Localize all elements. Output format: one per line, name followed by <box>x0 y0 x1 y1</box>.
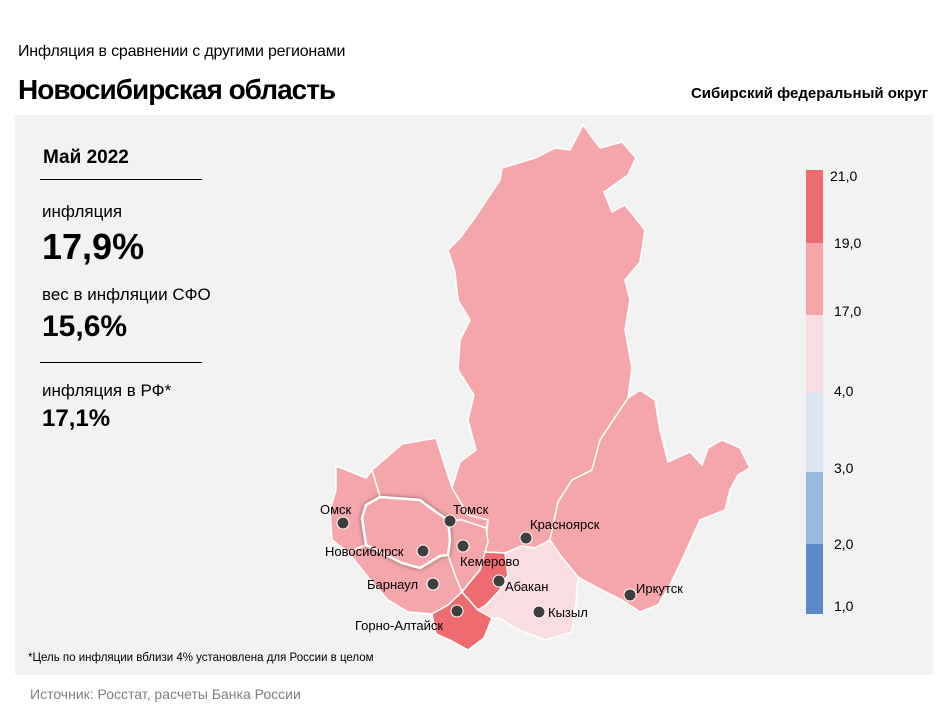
city-dot <box>623 588 637 602</box>
district-label: Сибирский федеральный округ <box>690 85 928 102</box>
city-abakan: Абакан <box>492 574 548 594</box>
legend-tick: 4,0 <box>834 383 854 399</box>
inflation-value: 17,9% <box>42 226 145 267</box>
city-label: Омск <box>320 502 352 517</box>
city-label: Горно-Алтайск <box>355 618 443 633</box>
city-label: Томск <box>453 502 489 517</box>
legend-tick: 21,0 <box>830 168 857 184</box>
city-dot <box>443 514 457 528</box>
rf-inflation-value: 17,1% <box>42 405 111 432</box>
legend-tick: 17,0 <box>834 303 861 319</box>
city-dot <box>416 544 430 558</box>
legend-tick: 19,0 <box>834 235 861 251</box>
page-title: Новосибирская область <box>18 74 336 105</box>
legend-bin-17-19 <box>806 243 823 315</box>
legend-bin-3-4 <box>806 393 823 472</box>
legend: 1,0 2,0 3,0 4,0 17,0 19,0 21,0 <box>806 168 861 614</box>
footnote: *Цель по инфляции вблизи 4% установлена … <box>28 652 374 664</box>
legend-tick: 3,0 <box>834 460 854 476</box>
city-label: Новосибирск <box>325 544 404 559</box>
city-label: Абакан <box>505 579 548 594</box>
city-label: Кызыл <box>548 605 588 620</box>
city-kyzyl: Кызыл <box>532 605 588 620</box>
city-dot <box>450 604 464 618</box>
weight-label: вес в инфляции СФО <box>42 285 211 304</box>
weight-value: 15,6% <box>42 310 128 343</box>
legend-bin-2-3 <box>806 472 823 544</box>
city-dot <box>426 577 440 591</box>
region-tyva <box>476 539 579 641</box>
city-dot <box>336 516 350 530</box>
legend-bin-19-21 <box>806 170 823 243</box>
city-label: Красноярск <box>530 517 600 532</box>
city-label: Иркутск <box>636 581 683 596</box>
city-dot <box>456 539 470 553</box>
source-note: Источник: Росстат, расчеты Банка России <box>30 686 301 702</box>
city-dot <box>492 574 506 588</box>
city-dot <box>519 531 533 545</box>
inflation-label: инфляция <box>42 202 123 221</box>
legend-tick: 2,0 <box>834 536 854 552</box>
city-kemerovo: Кемерово <box>456 539 519 569</box>
city-barnaul: Барнаул <box>367 577 440 592</box>
city-tomsk: Томск <box>443 502 489 528</box>
divider-bottom <box>40 362 202 363</box>
divider-top <box>40 179 202 180</box>
rf-inflation-label: инфляция в РФ* <box>42 381 172 400</box>
legend-bin-1-2 <box>806 544 823 614</box>
city-label: Кемерово <box>460 554 519 569</box>
page-subtitle: Инфляция в сравнении с другими регионами <box>18 43 346 60</box>
city-krasnoyarsk: Красноярск <box>519 517 600 545</box>
city-gorno-altaysk: Горно-Алтайск <box>355 604 464 633</box>
city-irkutsk: Иркутск <box>623 581 683 602</box>
city-novosibirsk: Новосибирск <box>325 544 430 559</box>
region-irkutsk-oblast <box>549 389 751 613</box>
city-label: Барнаул <box>367 577 418 592</box>
legend-tick: 1,0 <box>834 598 854 614</box>
legend-bin-4-17 <box>806 315 823 393</box>
city-dot <box>532 605 546 619</box>
period-label: Май 2022 <box>43 147 129 168</box>
city-omsk: Омск <box>320 502 352 530</box>
